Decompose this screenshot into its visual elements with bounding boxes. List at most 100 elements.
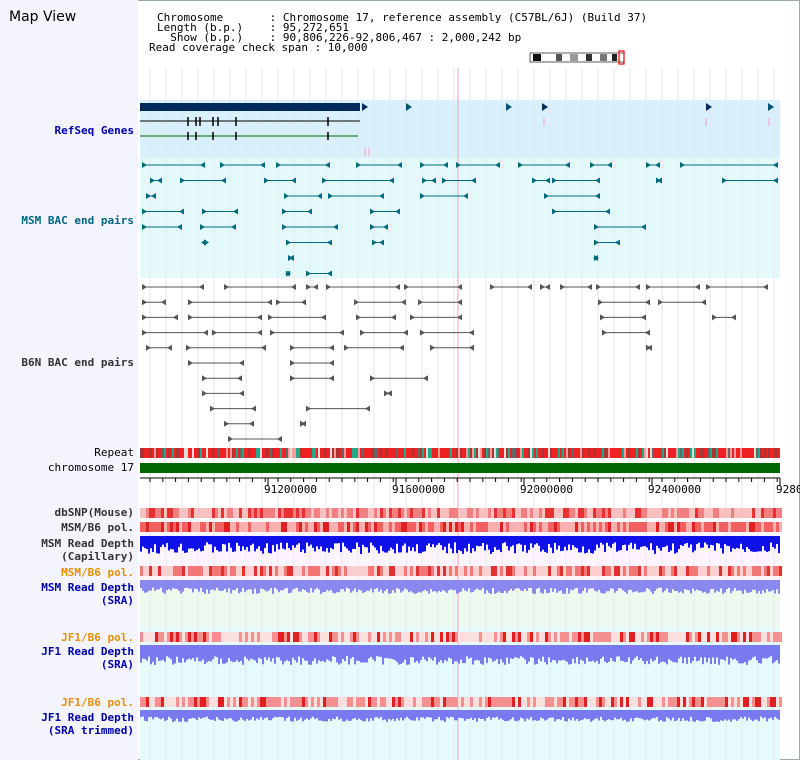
- msm-depth-sra-bar: [776, 580, 778, 590]
- repeat-segment: [406, 448, 408, 458]
- jf1-pol-strip: [587, 632, 590, 642]
- dbsnp-strip: [695, 508, 698, 518]
- msm-pol-strip: [473, 566, 476, 576]
- msm-pol-strip: [695, 522, 698, 532]
- jf1-depth-sra-bar: [246, 645, 248, 659]
- dbsnp-strip: [692, 508, 695, 518]
- track-label-msm-depth-cap[interactable]: MSM Read Depth: [41, 537, 134, 550]
- track-label-msm-depth-sra[interactable]: MSM Read Depth: [41, 581, 134, 594]
- jf1-pol-strip: [341, 697, 344, 707]
- jf1-depth-sra-bar: [388, 645, 390, 659]
- dbsnp-strip: [707, 508, 710, 518]
- repeat-segment: [450, 448, 452, 458]
- page-title: Map View: [9, 9, 77, 25]
- msm-pol-strip: [191, 566, 194, 576]
- jf1-depth-trim-bar: [498, 710, 500, 720]
- track-label-refseq[interactable]: RefSeq Genes: [54, 124, 134, 137]
- msm-depth-capillary-bar: [624, 536, 626, 545]
- jf1-pol-strip: [458, 697, 461, 707]
- repeat-segment: [714, 448, 716, 458]
- msm-depth-capillary-bar: [762, 536, 764, 547]
- track-label-b6n-bac[interactable]: B6N BAC end pairs: [21, 356, 134, 369]
- msm-pol-strip: [617, 566, 620, 576]
- jf1-depth-trim-bar: [208, 710, 210, 719]
- msm-pol-strip: [422, 522, 425, 532]
- msm-pol-strip: [503, 566, 506, 576]
- msm-bac-pair-end: [146, 193, 151, 199]
- jf1-pol-strip: [512, 697, 515, 707]
- track-label-jf1-pol-1[interactable]: JF1/B6 pol.: [61, 631, 134, 644]
- jf1-pol-strip: [599, 697, 602, 707]
- msm-depth-capillary-bar: [392, 536, 394, 550]
- repeat-segment: [710, 448, 712, 458]
- jf1-depth-sra-bar: [258, 645, 260, 658]
- jf1-depth-sra-bar: [266, 645, 268, 660]
- msm-depth-capillary-bar: [342, 536, 344, 543]
- jf1-pol-strip: [227, 697, 230, 707]
- track-label-dbsnp[interactable]: dbSNP(Mouse): [54, 506, 134, 519]
- jf1-pol-strip: [164, 697, 167, 707]
- dbsnp-strip: [770, 508, 773, 518]
- track-label-jf1-pol-2[interactable]: JF1/B6 pol.: [61, 696, 134, 709]
- jf1-depth-sra-bar: [712, 645, 714, 658]
- msm-depth-capillary-bar: [460, 536, 462, 552]
- jf1-depth-sra-bar: [548, 645, 550, 658]
- msm-depth-capillary-bar: [722, 536, 724, 554]
- jf1-depth-trim-bar: [364, 710, 366, 722]
- dbsnp-strip: [236, 508, 239, 518]
- msm-depth-sra-bar: [542, 580, 544, 594]
- msm-pol-strip: [317, 566, 320, 576]
- track-label-msm-pol-1[interactable]: MSM/B6 pol.: [61, 521, 134, 534]
- dbsnp-strip: [239, 508, 242, 518]
- jf1-pol-strip: [398, 632, 401, 642]
- jf1-depth-trim-bar: [564, 710, 566, 722]
- msm-pol-strip: [656, 566, 659, 576]
- jf1-depth-sra-bar: [670, 645, 672, 661]
- msm-pol-strip: [356, 566, 359, 576]
- msm-depth-sra-bar: [382, 580, 384, 594]
- track-label-msm-pol-2[interactable]: MSM/B6 pol.: [61, 566, 134, 579]
- jf1-depth-trim-bar: [624, 710, 626, 720]
- jf1-depth-sra-bar: [494, 645, 496, 661]
- jf1-depth-sra-bar: [492, 645, 494, 662]
- msm-pol-strip: [290, 566, 293, 576]
- jf1-pol-strip: [611, 632, 614, 642]
- jf1-pol-strip: [713, 697, 716, 707]
- repeat-segment: [294, 448, 296, 458]
- msm-depth-sra-bar: [334, 580, 336, 594]
- jf1-depth-sra-bar: [400, 645, 402, 664]
- msm-depth-capillary-bar: [276, 536, 278, 545]
- repeat-segment: [218, 448, 220, 458]
- jf1-depth-sra-bar: [772, 645, 774, 664]
- msm-pol-strip: [584, 522, 587, 532]
- msm-depth-sra-bar: [622, 580, 624, 591]
- msm-depth-capillary-bar: [592, 536, 594, 554]
- track-label-jf1-depth-sra[interactable]: JF1 Read Depth: [41, 645, 134, 658]
- msm-depth-capillary-bar: [252, 536, 254, 544]
- msm-depth-sra-bar: [376, 580, 378, 589]
- chromosome-ideogram[interactable]: [529, 50, 625, 65]
- msm-pol-strip: [446, 522, 449, 532]
- jf1-depth-sra-bar: [292, 645, 294, 658]
- jf1-pol-strip: [215, 697, 218, 707]
- jf1-depth-sra-bar: [612, 645, 614, 661]
- jf1-depth-sra-bar: [216, 645, 218, 658]
- msm-depth-capillary-bar: [738, 536, 740, 549]
- msm-depth-sra-bar: [608, 580, 610, 592]
- jf1-depth-trim-bar: [438, 710, 440, 717]
- dbsnp-strip: [302, 508, 305, 518]
- track-label-msm-bac[interactable]: MSM BAC end pairs: [21, 214, 134, 227]
- jf1-depth-sra-bar: [304, 645, 306, 661]
- jf1-pol-strip: [194, 632, 197, 642]
- msm-depth-capillary-bar: [766, 536, 768, 552]
- jf1-pol-strip: [596, 697, 599, 707]
- jf1-depth-sra-bar: [310, 645, 312, 665]
- repeat-segment: [720, 448, 722, 458]
- msm-pol-strip: [461, 566, 464, 576]
- jf1-depth-trim-bar: [436, 710, 438, 720]
- jf1-pol-strip: [392, 632, 395, 642]
- track-label-jf1-depth-trim[interactable]: JF1 Read Depth: [41, 711, 134, 724]
- msm-depth-capillary-bar: [720, 536, 722, 549]
- jf1-pol-strip: [515, 632, 518, 642]
